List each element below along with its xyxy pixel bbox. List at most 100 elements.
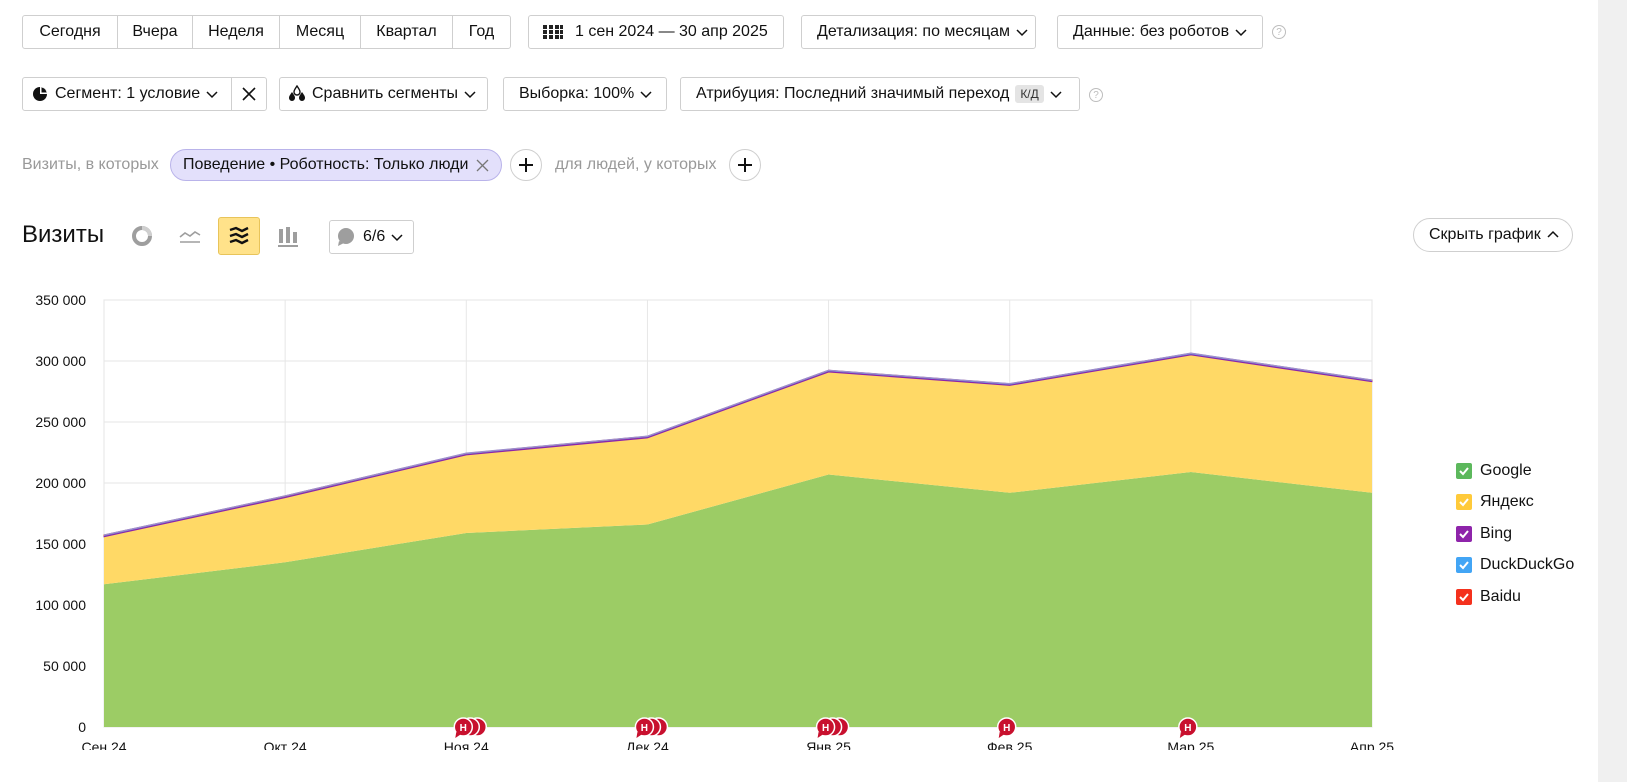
chevron-down-icon <box>464 91 476 99</box>
compare-segments-dropdown[interactable]: Сравнить сегменты <box>279 77 488 111</box>
stacked-area-button[interactable] <box>218 217 260 255</box>
x-tick-label: Ноя 24 <box>444 739 489 750</box>
segment-condition-chip[interactable]: Поведение • Роботность: Только люди <box>170 149 503 181</box>
chevron-down-icon <box>1016 29 1028 37</box>
note-marker-group[interactable]: Н <box>815 717 850 738</box>
legend-item-baidu[interactable]: Baidu <box>1456 581 1574 613</box>
donut-chart-icon <box>132 226 152 246</box>
chevron-down-icon <box>206 91 218 99</box>
hide-chart-label: Скрыть график <box>1429 226 1541 243</box>
legend-item-duckduckgo[interactable]: DuckDuckGo <box>1456 550 1574 582</box>
x-tick-label: Окт 24 <box>264 739 307 750</box>
period-today-button[interactable]: Сегодня <box>23 16 118 48</box>
chart-title: Визиты <box>22 221 105 248</box>
note-marker-tail <box>636 732 643 738</box>
data-filter-label: Данные: без роботов <box>1073 23 1230 40</box>
x-tick-label: Дек 24 <box>626 739 669 750</box>
data-filter-dropdown[interactable]: Данные: без роботов <box>1057 15 1263 49</box>
legend-item-yandex[interactable]: Яндекс <box>1456 487 1574 519</box>
legend-item-bing[interactable]: Bing <box>1456 518 1574 550</box>
bar-chart-button[interactable] <box>267 217 309 255</box>
chevron-down-icon <box>391 234 403 242</box>
period-month-button[interactable]: Месяц <box>280 16 361 48</box>
annotations-count: 6/6 <box>363 228 386 245</box>
help-icon[interactable]: ? <box>1272 25 1286 39</box>
note-marker-label: Н <box>1003 723 1010 734</box>
period-quarter-button[interactable]: Квартал <box>361 16 453 48</box>
attribution-badge: К/Д <box>1015 85 1044 103</box>
checkbox-checked-icon[interactable] <box>1456 494 1472 511</box>
clear-segment-button[interactable] <box>231 77 267 111</box>
legend-item-google[interactable]: Google <box>1456 455 1574 487</box>
note-marker-group[interactable]: Н <box>634 717 669 738</box>
bar-chart-icon <box>278 227 298 247</box>
area-yandex[interactable] <box>104 354 1372 585</box>
add-people-condition-button[interactable] <box>729 149 761 181</box>
note-marker-label: Н <box>460 723 467 734</box>
note-marker-label: Н <box>822 723 829 734</box>
legend-label: DuckDuckGo <box>1480 556 1575 574</box>
note-marker-group[interactable]: Н <box>453 717 488 738</box>
note-marker-group[interactable]: Н <box>1178 717 1198 738</box>
attribution-label: Атрибуция: Последний значимый переход <box>696 85 1010 102</box>
legend-label: Bing <box>1480 524 1513 542</box>
sample-dropdown[interactable]: Выборка: 100% <box>503 77 667 111</box>
y-tick-label: 200 000 <box>35 475 86 491</box>
note-marker-icon[interactable] <box>634 717 655 737</box>
chevron-down-icon <box>640 91 652 99</box>
checkbox-checked-icon[interactable] <box>1456 462 1472 479</box>
attribution-dropdown[interactable]: Атрибуция: Последний значимый переход К/… <box>680 77 1080 111</box>
stacked-area-chart[interactable]: 0 50 000 100 000 150 000 200 000 250 000 300 0… <box>0 280 1420 750</box>
segment-dropdown[interactable]: Сегмент: 1 условие <box>22 77 232 111</box>
y-tick-label: 150 000 <box>35 536 86 552</box>
drops-icon <box>289 85 305 101</box>
line-chart-button[interactable] <box>169 217 211 255</box>
area-google[interactable] <box>104 472 1372 727</box>
y-tick-label: 50 000 <box>43 658 86 674</box>
period-year-button[interactable]: Год <box>468 23 495 40</box>
x-tick-label: Апр 25 <box>1350 739 1394 750</box>
chart-legend: Google Яндекс Bing DuckDuckGo Baidu <box>1456 455 1574 613</box>
note-marker-label: Н <box>1184 723 1191 734</box>
checkbox-checked-icon[interactable] <box>1456 525 1472 542</box>
note-marker-tail <box>998 732 1005 738</box>
visits-in-which-label: Визиты, в которых <box>22 156 159 173</box>
legend-label: Яндекс <box>1480 493 1534 511</box>
note-marker-icon[interactable] <box>815 717 836 737</box>
x-tick-label: Мар 25 <box>1167 739 1214 750</box>
y-tick-label: 0 <box>78 719 86 735</box>
note-marker-icon[interactable] <box>453 717 474 737</box>
note-marker-group[interactable]: Н <box>996 717 1017 738</box>
help-icon[interactable]: ? <box>1089 88 1103 102</box>
plus-icon <box>519 158 533 172</box>
calendar-grid-icon <box>543 25 563 39</box>
pie-segment-icon <box>33 87 47 101</box>
pie-chart-button[interactable] <box>121 217 163 255</box>
add-visit-condition-button[interactable] <box>510 149 542 181</box>
checkbox-checked-icon[interactable] <box>1456 588 1472 605</box>
period-selector: Сегодня Вчера Неделя Месяц Квартал Год <box>22 15 511 49</box>
legend-label: Google <box>1480 461 1532 479</box>
detail-dropdown[interactable]: Детализация: по месяцам <box>801 15 1036 49</box>
annotations-dropdown[interactable]: 6/6 <box>329 220 414 254</box>
x-tick-label: Янв 25 <box>806 739 851 750</box>
total-line <box>103 352 1373 536</box>
chevron-up-icon <box>1547 230 1559 238</box>
chevron-down-icon <box>1050 91 1062 99</box>
note-marker-icon[interactable] <box>996 717 1017 737</box>
checkbox-checked-icon[interactable] <box>1456 557 1472 574</box>
note-marker-icon[interactable] <box>1178 717 1198 737</box>
close-icon[interactable] <box>476 159 489 172</box>
y-tick-label: 300 000 <box>35 353 86 369</box>
y-tick-label: 100 000 <box>35 597 86 613</box>
page-scrollbar[interactable] <box>1598 0 1627 782</box>
hide-chart-button[interactable]: Скрыть график <box>1413 218 1573 252</box>
stacked-area-icon <box>229 226 249 245</box>
period-week-button[interactable]: Неделя <box>193 16 280 48</box>
note-marker-tail <box>1179 732 1186 738</box>
note-marker-tail <box>817 732 824 738</box>
date-range-button[interactable]: 1 сен 2024 — 30 апр 2025 <box>528 15 784 49</box>
x-tick-label: Сен 24 <box>81 739 126 750</box>
line-chart-icon <box>179 231 201 243</box>
period-yesterday-button[interactable]: Вчера <box>118 16 193 48</box>
